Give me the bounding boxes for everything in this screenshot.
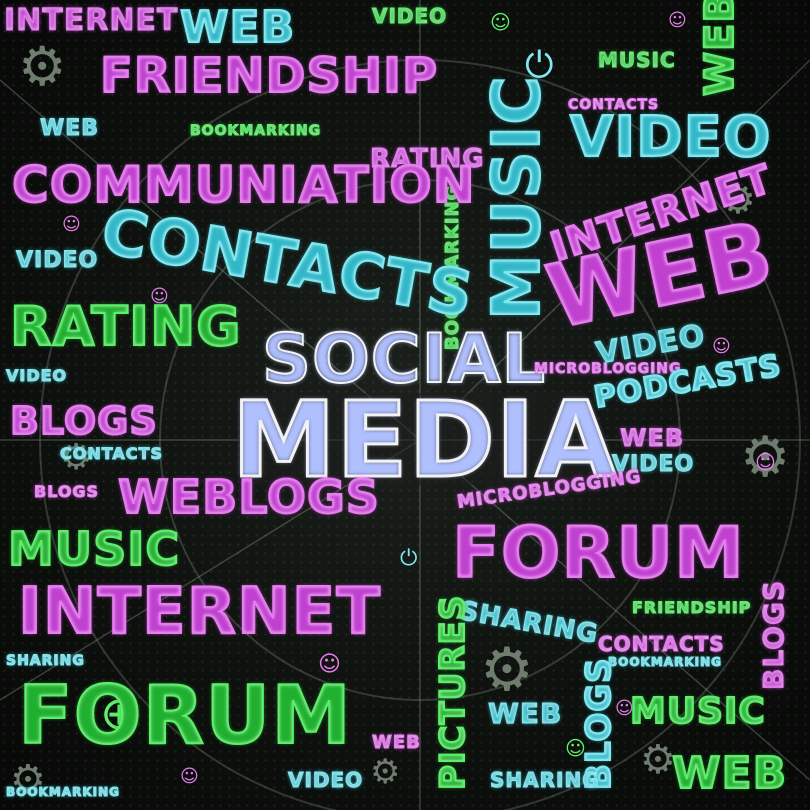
word-pictures-vertical: PICTURES: [432, 594, 474, 791]
word-video-bottom: VIDEO: [287, 768, 364, 792]
person-icon: ☺: [755, 450, 776, 474]
word-internet-big: INTERNET: [17, 575, 381, 649]
globe-icon: ⊕: [100, 686, 139, 740]
word-music-left: MUSIC: [7, 522, 181, 576]
person-icon: ☺: [318, 652, 341, 677]
word-video-big: VIDEO: [569, 105, 772, 170]
word-web-top-right: WEB: [696, 0, 744, 97]
word-social: SOCIAL: [261, 320, 546, 399]
power-icon: ⏻: [400, 546, 418, 571]
word-microblogging-right: MICROBLOGGING: [534, 361, 682, 377]
word-blogs-vertical-right: BLOGS: [757, 579, 791, 690]
word-music-vertical: MUSIC: [477, 74, 556, 321]
person-icon: ☺: [150, 286, 169, 307]
person-icon: ☺: [62, 214, 81, 235]
person-icon: ☺: [180, 766, 199, 787]
gear-icon: ⚙: [10, 757, 46, 803]
word-music-bottom: MUSIC: [629, 691, 766, 732]
word-sharing-left: SHARING: [6, 653, 85, 669]
word-video-left-small: VIDEO: [5, 366, 68, 385]
word-video-left: VIDEO: [15, 248, 99, 273]
word-contacts-left: CONTACTS: [60, 444, 163, 463]
word-bookmarking-right: BOOKMARKING: [608, 655, 722, 669]
word-forum-big: FORUM: [17, 669, 352, 762]
word-bookmarking-bottom-left: BOOKMARKING: [6, 785, 120, 799]
word-friendship: FRIENDSHIP: [99, 48, 439, 104]
gear-icon: ⚙: [60, 437, 93, 478]
media-backdrop: [238, 393, 588, 485]
word-web-right-small: WEB: [619, 424, 685, 452]
gear-icon: ⚙: [370, 752, 401, 792]
word-web-small-left: WEB: [39, 116, 100, 141]
gear-icon: ⚙: [640, 737, 676, 783]
word-web-bottom: WEB: [487, 697, 563, 730]
word-blogs-small: BLOGS: [33, 482, 100, 501]
gear-icon: ⚙: [740, 425, 791, 490]
word-rating-big: RATING: [9, 295, 242, 358]
word-communiation: COMMUNIATION: [11, 156, 476, 214]
word-video-right-2: VIDEO: [611, 452, 695, 477]
word-media: MEDIA: [230, 379, 618, 501]
word-music-top-right: MUSIC: [598, 48, 676, 72]
word-internet-top-left: INTERNET: [3, 3, 179, 38]
person-icon: ☺: [615, 698, 634, 719]
word-weblogs: WEBLOGS: [117, 470, 380, 524]
word-contacts-right: CONTACTS: [598, 632, 725, 656]
word-blogs-left: BLOGS: [9, 399, 158, 443]
person-icon: ☺: [565, 736, 586, 760]
word-sharing-bottom: SHARING: [490, 768, 600, 792]
gear-icon: ⚙: [18, 35, 67, 98]
word-web-bottom-mid: WEB: [372, 732, 421, 753]
power-icon: ⏻: [525, 45, 554, 86]
word-contacts-small-top: CONTACTS: [567, 97, 660, 113]
word-rating-top: RATING: [370, 144, 485, 174]
word-web-top: WEB: [179, 2, 296, 53]
person-icon: ☺: [490, 10, 511, 34]
gear-icon: ⚙: [480, 635, 534, 705]
word-forum-right: FORUM: [451, 512, 745, 594]
person-icon: ☺: [712, 336, 731, 357]
word-video-top: VIDEO: [371, 4, 448, 28]
word-web-bottom-right: WEB: [671, 748, 788, 799]
gear-icon: ⚙: [720, 177, 756, 223]
word-bookmarking-top: BOOKMARKING: [189, 123, 322, 139]
word-friendship-small: FRIENDSHIP: [631, 598, 752, 617]
person-icon: ☺: [668, 10, 687, 31]
